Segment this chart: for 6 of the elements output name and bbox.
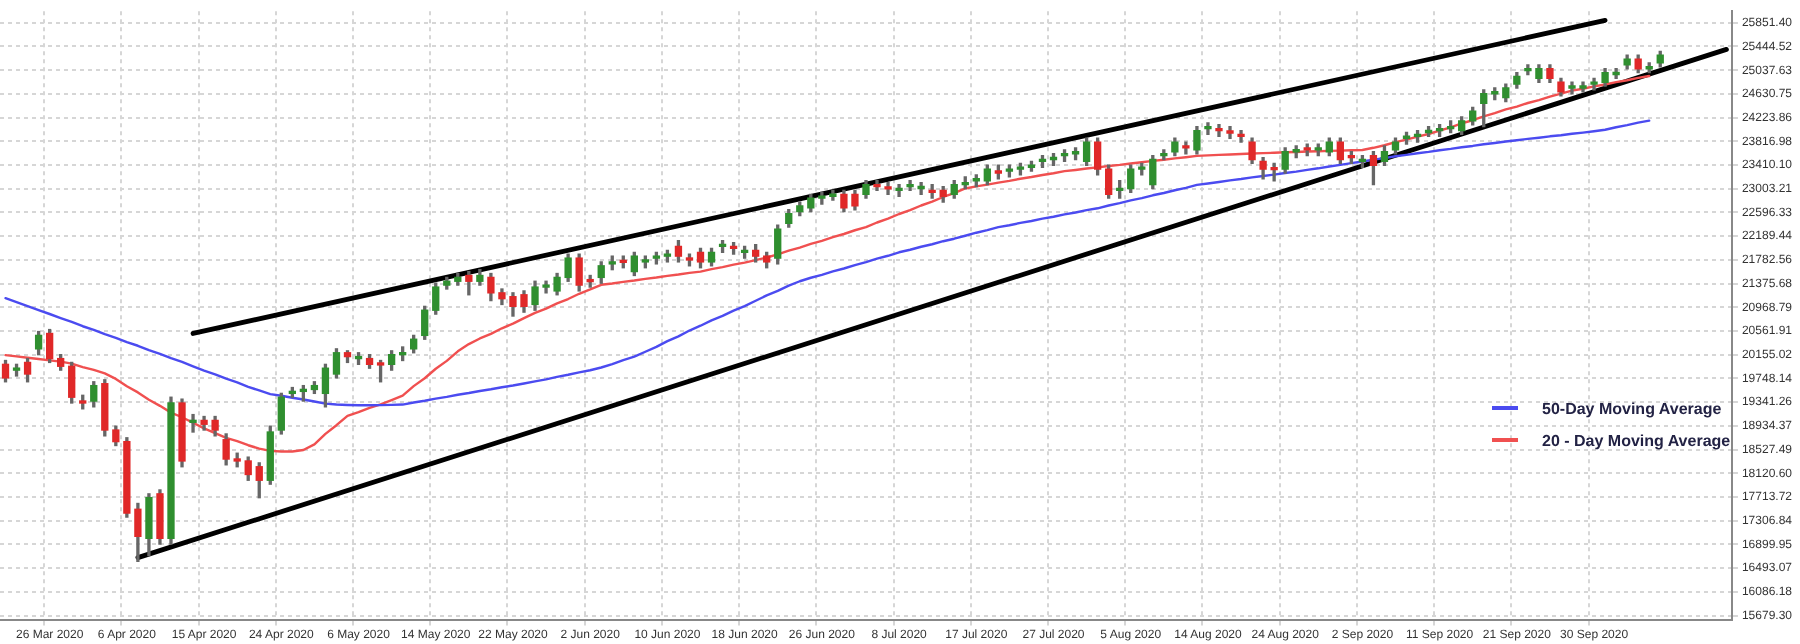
legend-label: 20 - Day Moving Average	[1542, 431, 1731, 449]
legend-label: 50-Day Moving Average	[1542, 399, 1722, 417]
candlestick	[895, 183, 903, 197]
candlestick	[1204, 122, 1212, 136]
candlestick	[1237, 129, 1245, 143]
candlestick	[189, 413, 197, 433]
